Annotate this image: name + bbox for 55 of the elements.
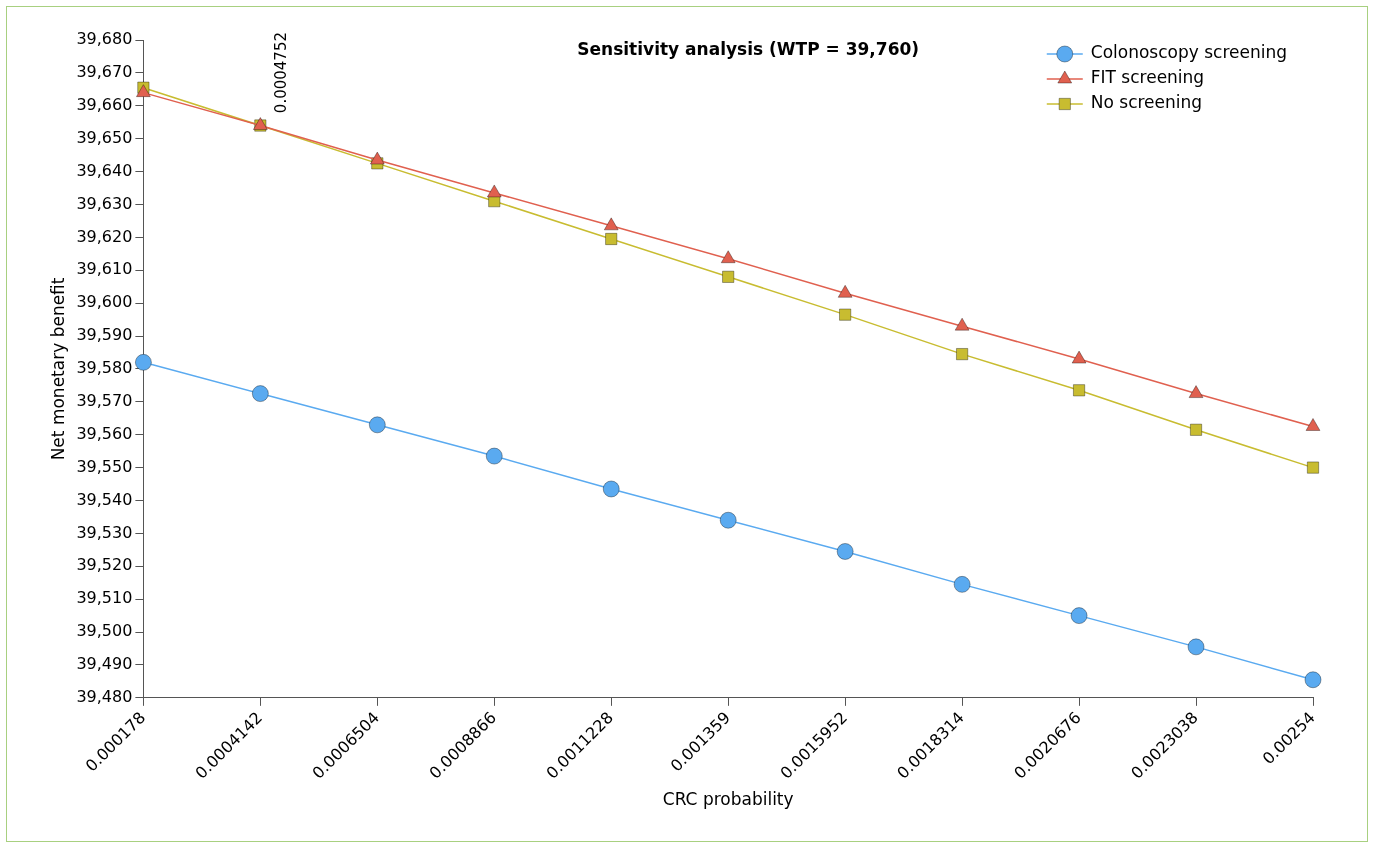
y-tick-label: 39,680 <box>76 29 133 49</box>
y-tick-label: 39,480 <box>76 687 133 706</box>
point <box>1188 385 1204 399</box>
point <box>368 416 386 434</box>
point <box>1072 384 1086 397</box>
point <box>1070 607 1088 625</box>
y-tick-label: 39,660 <box>76 94 133 114</box>
point <box>722 270 735 283</box>
point <box>1306 461 1320 474</box>
legend-label: FIT screening <box>1090 67 1205 88</box>
annotation: 0.0004752 <box>272 32 291 114</box>
y-tick-label: 39,490 <box>76 654 133 674</box>
point <box>135 84 151 98</box>
point <box>955 347 969 361</box>
y-tick-label: 39,520 <box>76 555 133 575</box>
y-tick-label: 39,590 <box>76 325 133 345</box>
x-axis-title: CRC probability <box>662 789 794 810</box>
point <box>603 217 619 231</box>
y-tick-label: 39,600 <box>76 292 133 312</box>
y-tick-label: 39,560 <box>76 423 133 443</box>
y-tick-label: 39,650 <box>76 127 133 147</box>
y-tick-label: 39,580 <box>76 358 133 378</box>
point <box>486 184 502 198</box>
point <box>953 575 971 593</box>
y-tick-label: 39,510 <box>76 588 133 608</box>
y-tick-label: 39,500 <box>76 621 133 641</box>
point <box>369 151 385 165</box>
y-tick-label: 39,670 <box>76 62 133 82</box>
point <box>251 385 269 403</box>
point <box>1189 423 1203 436</box>
y-tick-label: 39,610 <box>76 259 133 279</box>
point <box>720 250 736 264</box>
point <box>485 447 503 465</box>
y-tick-label: 39,530 <box>76 522 133 542</box>
point <box>836 542 854 560</box>
point <box>1071 350 1087 364</box>
y-tick-label: 39,640 <box>76 160 133 180</box>
y-tick-label: 39,630 <box>76 193 133 213</box>
point <box>839 308 852 321</box>
point <box>602 480 620 498</box>
point <box>954 317 970 331</box>
y-axis-title: Net monetary benefit <box>47 277 68 461</box>
point <box>719 511 737 529</box>
point <box>134 353 152 371</box>
legend-label: No screening <box>1090 92 1203 113</box>
legend-label: Colonoscopy screening <box>1090 42 1287 63</box>
point <box>1304 671 1322 689</box>
y-tick-label: 39,620 <box>76 226 133 246</box>
y-tick-label: 39,550 <box>76 456 133 476</box>
point <box>837 284 853 298</box>
point <box>605 232 618 246</box>
y-tick-label: 39,570 <box>76 390 133 410</box>
y-tick-label: 39,540 <box>76 489 133 509</box>
point <box>1187 638 1205 656</box>
chart-title: Sensitivity analysis (WTP = 39,760) <box>577 38 920 59</box>
